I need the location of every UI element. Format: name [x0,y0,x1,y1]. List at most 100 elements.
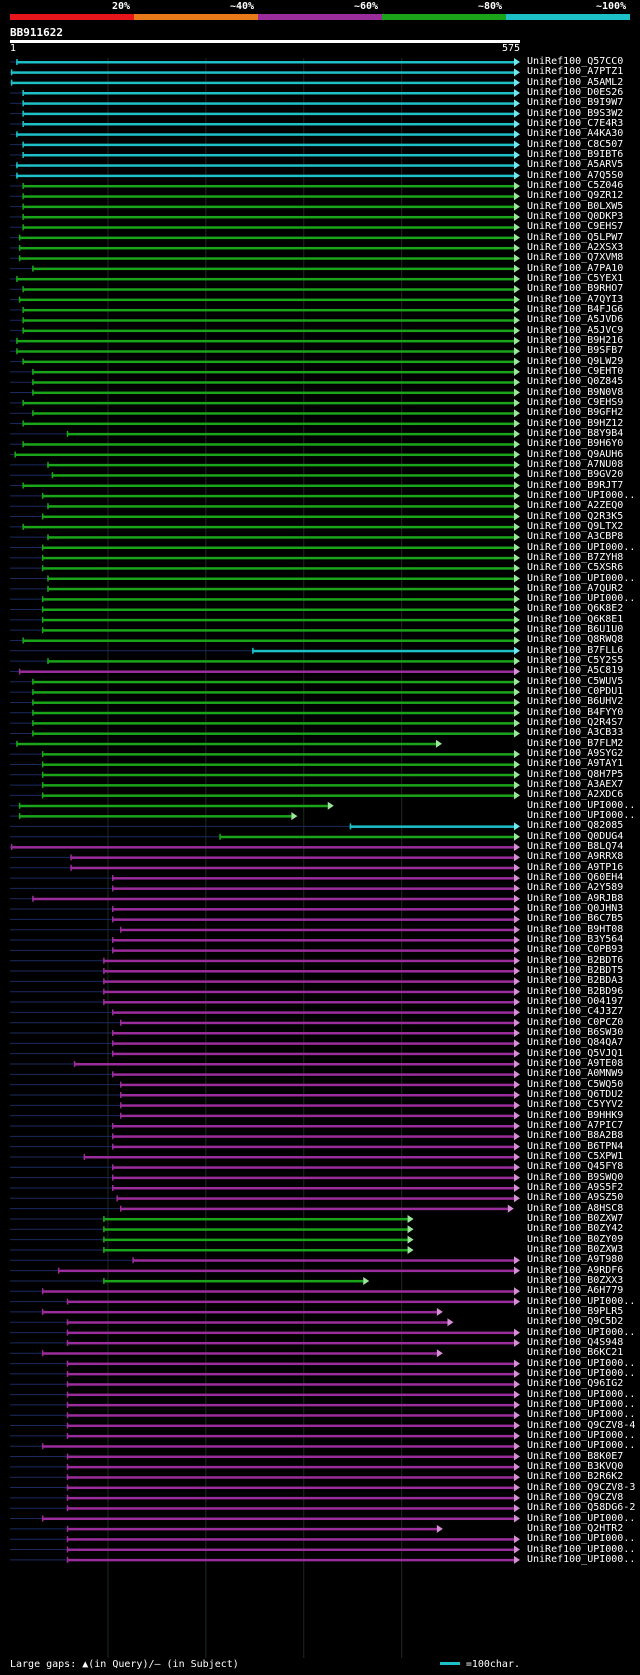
hit-bar[interactable] [112,1176,514,1180]
hit-label[interactable]: UniRef100_B6C7B5 [527,913,624,925]
hit-label[interactable]: UniRef100_Q6TDU2 [527,1089,624,1100]
hit-bar[interactable] [22,195,515,198]
hit-bar[interactable] [41,618,515,622]
hit-bar[interactable] [112,1042,514,1045]
hit-bar[interactable] [83,1155,514,1159]
hit-bar[interactable] [112,1186,514,1190]
hit-label[interactable]: UniRef100_B9IBT6 [527,148,624,160]
hit-label[interactable]: UniRef100_A9TAY1 [527,758,624,770]
hit-label[interactable]: UniRef100_A9SZ50 [527,1192,624,1204]
hit-bar[interactable] [103,980,514,983]
hit-label[interactable]: UniRef100_B9HZ12 [527,417,624,429]
hit-bar[interactable] [103,1238,408,1242]
hit-label[interactable]: UniRef100_B9S3W2 [527,107,624,119]
hit-label[interactable]: UniRef100_B9H216 [527,334,624,346]
hit-label[interactable]: UniRef100_Q9C5D2 [527,1316,624,1328]
hit-label[interactable]: UniRef100_C8C507 [527,138,624,150]
hit-label[interactable]: UniRef100_A9S5F2 [527,1181,624,1193]
hit-label[interactable]: UniRef100_Q0Z845 [527,376,624,388]
hit-label[interactable]: UniRef100_C0PB93 [527,944,624,956]
hit-bar[interactable] [112,949,514,952]
hit-label[interactable]: UniRef100_A3AEX7 [527,779,624,791]
hit-bar[interactable] [18,670,514,673]
hit-bar[interactable] [16,339,514,343]
hit-bar[interactable] [22,226,515,229]
hit-bar[interactable] [16,277,514,281]
hit-label[interactable]: UniRef100_B0ZY42 [527,1223,624,1235]
hit-label[interactable]: UniRef100_UPI000.. [527,1326,636,1338]
hit-label[interactable]: UniRef100_B2BD96 [527,985,624,997]
hit-bar[interactable] [103,1217,408,1221]
hit-label[interactable]: UniRef100_C5WUV5 [527,675,624,687]
hit-label[interactable]: UniRef100_C5WQ50 [527,1078,624,1090]
hit-label[interactable]: UniRef100_A7QUR2 [527,582,624,594]
hit-bar[interactable] [66,1486,514,1490]
hit-bar[interactable] [70,866,514,870]
hit-label[interactable]: UniRef100_C5YEX1 [527,272,624,284]
hit-bar[interactable] [22,205,515,209]
hit-bar[interactable] [22,329,515,333]
hit-bar[interactable] [18,815,292,818]
hit-bar[interactable] [41,1310,437,1314]
hit-label[interactable]: UniRef100_A7PA10 [527,262,624,274]
hit-label[interactable]: UniRef100_UPI000.. [527,1553,636,1565]
hit-label[interactable]: UniRef100_A5C819 [527,665,624,677]
hit-label[interactable]: UniRef100_B0ZXW7 [527,1212,624,1224]
hit-label[interactable]: UniRef100_A9RJB8 [527,892,624,904]
hit-label[interactable]: UniRef100_B9SWQ0 [527,1171,624,1183]
hit-label[interactable]: UniRef100_UPI000.. [527,1398,636,1410]
hit-bar[interactable] [16,133,514,136]
hit-label[interactable]: UniRef100_B6KC21 [527,1347,624,1359]
hit-label[interactable]: UniRef100_Q9AUH6 [527,448,624,460]
hit-label[interactable]: UniRef100_A4KA30 [527,128,624,140]
hit-bar[interactable] [32,267,514,271]
hit-bar[interactable] [66,1331,514,1335]
hit-bar[interactable] [32,381,514,384]
hit-label[interactable]: UniRef100_B3Y564 [527,934,624,946]
hit-bar[interactable] [252,649,514,653]
hit-label[interactable]: UniRef100_C0PCZ0 [527,1016,624,1028]
hit-label[interactable]: UniRef100_A6H779 [527,1285,624,1297]
hit-label[interactable]: UniRef100_UPI000.. [527,799,636,811]
hit-label[interactable]: UniRef100_Q9CZV8-4 [527,1419,636,1431]
hit-label[interactable]: UniRef100_A7PTZ1 [527,66,624,78]
hit-label[interactable]: UniRef100_A9TP16 [527,861,624,873]
hit-bar[interactable] [66,1383,514,1386]
hit-bar[interactable] [32,680,514,684]
hit-label[interactable]: UniRef100_C9EHS9 [527,396,624,408]
hit-label[interactable]: UniRef100_B9HHK9 [527,1109,624,1121]
hit-bar[interactable] [103,970,514,973]
hit-bar[interactable] [103,959,514,963]
hit-label[interactable]: UniRef100_UPI000.. [527,810,636,822]
hit-bar[interactable] [22,484,515,488]
hit-bar[interactable] [16,61,514,64]
hit-bar[interactable] [18,804,328,808]
hit-bar[interactable] [22,639,515,642]
hit-label[interactable]: UniRef100_Q0DKP3 [527,210,624,222]
hit-label[interactable]: UniRef100_A9SYG2 [527,748,624,760]
hit-label[interactable]: UniRef100_B0ZXW3 [527,1243,624,1255]
hit-bar[interactable] [66,1538,514,1541]
hit-label[interactable]: UniRef100_Q9CZV8 [527,1491,624,1503]
hit-bar[interactable] [41,794,515,797]
hit-label[interactable]: UniRef100_B0ZXX3 [527,1274,624,1286]
hit-bar[interactable] [112,1052,514,1056]
hit-bar[interactable] [41,753,515,756]
hit-bar[interactable] [41,598,515,601]
hit-bar[interactable] [112,1145,514,1149]
hit-bar[interactable] [112,918,514,921]
hit-bar[interactable] [22,102,515,105]
hit-bar[interactable] [41,763,515,766]
hit-label[interactable]: UniRef100_A9T980 [527,1254,624,1266]
hit-bar[interactable] [41,608,515,611]
hit-bar[interactable] [112,908,514,911]
hit-bar[interactable] [112,1032,514,1035]
hit-bar[interactable] [18,298,514,302]
hit-bar[interactable] [22,143,515,147]
hit-label[interactable]: UniRef100_C9EHS7 [527,221,624,233]
hit-label[interactable]: UniRef100_Q2R3K5 [527,510,624,522]
hit-bar[interactable] [41,567,515,570]
hit-label[interactable]: UniRef100_B2BDA3 [527,975,624,987]
hit-label[interactable]: UniRef100_Q9ZR12 [527,190,624,202]
hit-label[interactable]: UniRef100_B4FJG6 [527,303,624,315]
